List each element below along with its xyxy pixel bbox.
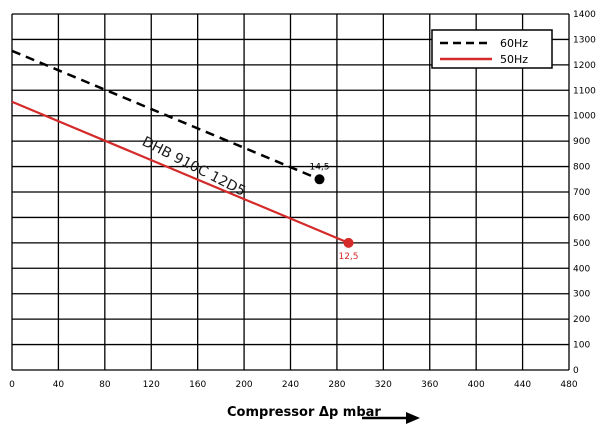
y-axis-ticks: 0 100 200 300 400 500 600 700 800 900 1000 1100 1200… [573, 10, 596, 376]
x-tick-label: 400 [468, 380, 485, 390]
legend-label-50hz: 50Hz [500, 53, 528, 66]
y-tick-label: 1000 [573, 112, 596, 122]
y-tick-label: 0 [573, 366, 579, 376]
y-tick-label: 1100 [573, 86, 596, 96]
y-tick-label: 700 [573, 188, 590, 198]
series-endpoint-60hz [314, 174, 325, 185]
y-tick-label: 500 [573, 239, 590, 249]
x-tick-label: 0 [9, 380, 15, 390]
y-tick-label: 100 [573, 341, 590, 351]
y-tick-label: 600 [573, 213, 590, 223]
x-tick-label: 40 [53, 380, 65, 390]
y-tick-label: 1200 [573, 61, 596, 71]
y-tick-label: 1300 [573, 35, 596, 45]
y-tick-label: 800 [573, 163, 590, 173]
y-tick-label: 1400 [573, 10, 596, 20]
x-tick-label: 240 [282, 380, 299, 390]
x-tick-label: 480 [560, 380, 577, 390]
legend-label-60hz: 60Hz [500, 37, 528, 50]
legend-box [431, 29, 553, 69]
series-layer [11, 49, 354, 248]
x-tick-label: 280 [328, 380, 345, 390]
x-axis-label: Compressor Δp mbar [227, 405, 381, 420]
x-tick-label: 360 [421, 380, 438, 390]
end-label-50hz: 12,5 [338, 252, 358, 262]
y-tick-label: 400 [573, 264, 590, 274]
legend: 60Hz 50Hz [431, 29, 553, 69]
grid [11, 13, 570, 371]
end-label-60hz: 14,5 [309, 162, 329, 172]
x-tick-label: 120 [143, 380, 160, 390]
x-tick-label: 200 [235, 380, 252, 390]
x-tick-label: 320 [375, 380, 392, 390]
x-tick-label: 160 [189, 380, 206, 390]
y-tick-label: 200 [573, 315, 590, 325]
x-axis-ticks: 0 40 80 120 160 200 240 280 320 360 400 440 480 [9, 380, 578, 390]
y-tick-label: 900 [573, 137, 590, 147]
x-tick-label: 80 [99, 380, 111, 390]
series-line-50hz [11, 100, 349, 244]
x-axis-arrow [362, 412, 420, 424]
y-tick-label: 300 [573, 290, 590, 300]
series-line-60hz [11, 49, 320, 181]
series-endpoint-50hz [343, 237, 354, 248]
x-tick-label: 440 [514, 380, 531, 390]
